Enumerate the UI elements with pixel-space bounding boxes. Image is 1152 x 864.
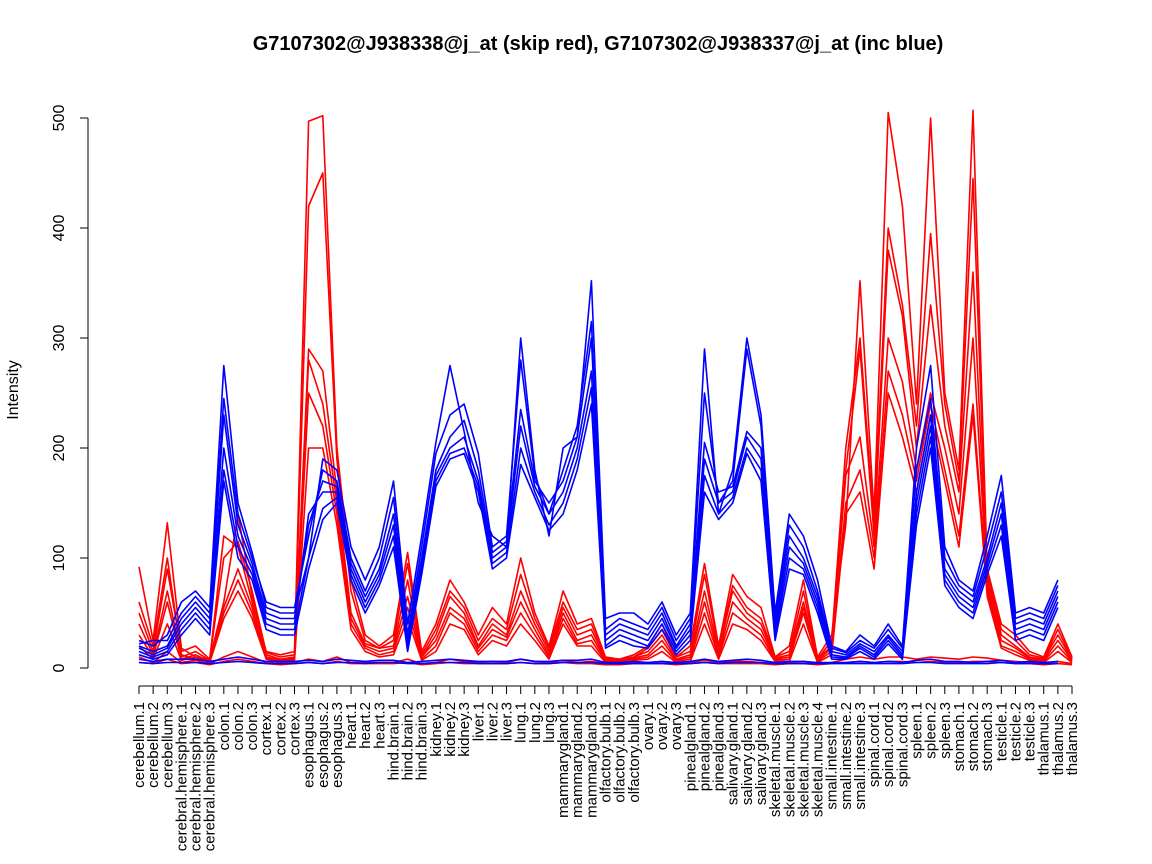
x-tick-label: ovary.3 xyxy=(668,702,685,750)
x-tick-label: cerebral.hemisphere.3 xyxy=(202,702,219,851)
x-tick-label: small.intestine.1 xyxy=(824,702,841,810)
x-tick-label: salivary.gland.1 xyxy=(725,702,742,805)
x-tick-label: spleen.2 xyxy=(923,702,940,759)
x-tick-label: esophagus.1 xyxy=(301,702,318,788)
x-tick-label: cerebellum.2 xyxy=(145,702,162,788)
x-tick-label: hind.brain.2 xyxy=(400,702,417,780)
x-tick-label: liver.3 xyxy=(499,702,516,741)
y-axis-label: Intensity xyxy=(5,360,22,420)
x-axis: cerebellum.1cerebellum.2cerebellum.3cere… xyxy=(131,685,1081,851)
x-tick-label: skeletal.muscle.3 xyxy=(795,702,812,817)
x-tick-label: colon.1 xyxy=(216,702,233,750)
x-tick-label: liver.1 xyxy=(470,702,487,741)
x-tick-label: pinealgland.2 xyxy=(696,702,713,791)
x-tick-label: heart.3 xyxy=(371,702,388,749)
series-layer xyxy=(138,109,1073,666)
x-tick-label: hind.brain.1 xyxy=(385,702,402,780)
x-tick-label: colon.2 xyxy=(230,702,247,750)
x-tick-label: skeletal.muscle.4 xyxy=(810,702,827,817)
x-tick-label: cortex.3 xyxy=(287,702,304,755)
x-tick-label: testicle.3 xyxy=(1022,702,1039,761)
x-tick-label: stomach.2 xyxy=(965,702,982,771)
x-tick-label: olfactory.bulb.2 xyxy=(612,702,629,803)
y-axis: 0 100 200 300 400 500 xyxy=(51,105,89,672)
x-tick-label: spleen.1 xyxy=(909,702,926,759)
x-tick-label: skeletal.muscle.2 xyxy=(781,702,798,817)
x-tick-label: cerebral.hemisphere.1 xyxy=(173,702,190,851)
x-tick-label: thalamus.3 xyxy=(1064,702,1081,775)
x-tick-label: lung.3 xyxy=(541,702,558,743)
y-tick-label: 300 xyxy=(51,325,68,352)
x-tick-label: cortex.1 xyxy=(258,702,275,755)
series-line xyxy=(138,656,1058,664)
x-tick-label: kidney.3 xyxy=(456,702,473,757)
y-tick-label: 500 xyxy=(51,105,68,132)
x-tick-label: lung.1 xyxy=(513,702,530,743)
x-tick-label: colon.3 xyxy=(244,702,261,750)
x-tick-label: stomach.1 xyxy=(951,702,968,771)
x-tick-label: kidney.1 xyxy=(428,702,445,757)
chart-title: G7107302@J938338@j_at (skip red), G71073… xyxy=(253,33,944,55)
x-tick-label: spinal.cord.1 xyxy=(866,702,883,787)
x-tick-label: olfactory.bulb.1 xyxy=(598,702,615,803)
x-tick-label: cerebral.hemisphere.2 xyxy=(188,702,205,851)
x-tick-label: small.intestine.3 xyxy=(852,702,869,810)
series-line xyxy=(138,403,1059,661)
x-tick-label: lung.2 xyxy=(527,702,544,743)
x-tick-label: liver.2 xyxy=(484,702,501,741)
x-tick-label: spinal.cord.2 xyxy=(880,702,897,787)
x-tick-label: testicle.1 xyxy=(993,702,1010,761)
x-tick-label: ovary.1 xyxy=(640,702,657,750)
x-tick-label: stomach.3 xyxy=(979,702,996,771)
x-tick-label: esophagus.2 xyxy=(315,702,332,788)
x-tick-label: skeletal.muscle.1 xyxy=(767,702,784,817)
x-tick-label: spleen.3 xyxy=(937,702,954,759)
x-tick-label: thalamus.2 xyxy=(1050,702,1067,775)
x-tick-label: small.intestine.2 xyxy=(838,702,855,810)
x-tick-label: mammarygland.2 xyxy=(569,702,586,818)
x-tick-label: cerebellum.1 xyxy=(131,702,148,788)
x-tick-label: kidney.2 xyxy=(442,702,459,757)
series-line xyxy=(138,660,1058,665)
y-tick-label: 0 xyxy=(51,663,68,672)
x-tick-label: esophagus.3 xyxy=(329,702,346,788)
x-tick-label: pinealgland.3 xyxy=(711,702,728,791)
x-tick-label: cerebellum.3 xyxy=(159,702,176,788)
x-tick-label: hind.brain.3 xyxy=(414,702,431,780)
y-tick-label: 100 xyxy=(51,545,68,572)
x-tick-label: mammarygland.3 xyxy=(583,702,600,818)
x-tick-label: pinealgland.1 xyxy=(682,702,699,791)
y-tick-label: 200 xyxy=(51,435,68,462)
x-tick-label: heart.2 xyxy=(357,702,374,749)
x-tick-label: cortex.2 xyxy=(272,702,289,755)
x-tick-label: salivary.gland.3 xyxy=(753,702,770,805)
x-tick-label: salivary.gland.2 xyxy=(739,702,756,805)
x-tick-label: testicle.2 xyxy=(1007,702,1024,761)
x-tick-label: olfactory.bulb.3 xyxy=(626,702,643,803)
x-tick-label: thalamus.1 xyxy=(1036,702,1053,775)
x-tick-label: spinal.cord.3 xyxy=(894,702,911,787)
x-tick-label: mammarygland.1 xyxy=(555,702,572,818)
x-tick-label: ovary.2 xyxy=(654,702,671,750)
x-tick-label: heart.1 xyxy=(343,702,360,749)
y-tick-label: 400 xyxy=(51,215,68,242)
